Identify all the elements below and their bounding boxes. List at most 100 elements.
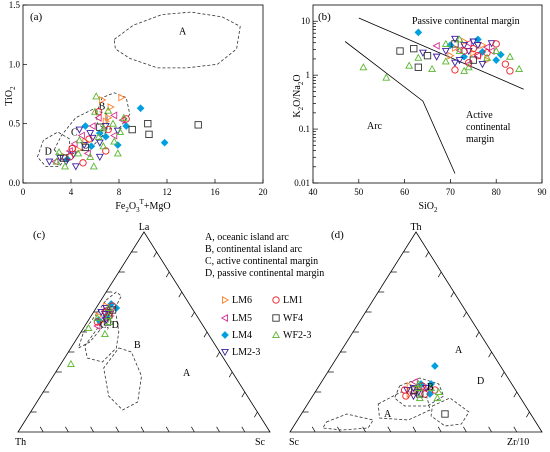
- panel-b-point-wf4: [451, 40, 459, 48]
- panel-b-xtick-label: 60: [400, 187, 410, 197]
- panel-b-point-lm1: [469, 45, 477, 53]
- panel-d-apex-right: Zr/10: [507, 437, 529, 448]
- panel-d-tick-right: [513, 391, 518, 398]
- panel-c-tick-bottom: [191, 426, 195, 433]
- field-legend-b: B, continental island arc: [205, 244, 303, 255]
- panel-b-frame: [312, 4, 543, 184]
- panel-b-point-wf4: [396, 47, 404, 55]
- field-a-label: A: [183, 368, 191, 379]
- panel-d-tick-bottom: [387, 426, 392, 433]
- panel-a-point-lm6: [105, 113, 113, 122]
- panel-d-point-wf2-3: [427, 383, 436, 392]
- panel-a-point-wf2-3: [74, 149, 83, 157]
- legend-label-lm4: LM4: [232, 330, 252, 341]
- panel-d-point-lm1: [402, 392, 410, 400]
- panel-c-label: (c): [33, 229, 46, 241]
- panel-a: (a) 0 4 8 12 16 20 0.0 0.5 1.0 1.5 A B C D TiO2 Fe2O…: [4, 0, 268, 214]
- panel-b-point-lm2-3: [478, 61, 487, 69]
- panel-c-tick-right: [216, 351, 220, 358]
- panel-b-point-lm4: [460, 52, 468, 61]
- panel-c-field-a: [103, 347, 142, 411]
- passive-margin-label: Passive continental margin: [412, 16, 520, 27]
- field-c-label: A: [455, 345, 463, 356]
- panel-a-point-wf2-3: [104, 106, 113, 114]
- panel-c-tick-bottom: [216, 426, 220, 433]
- panel-b-boundary-1: [358, 17, 524, 90]
- panel-a-point-wf2-3: [109, 119, 117, 127]
- panel-b-point-lm4: [414, 28, 423, 37]
- panel-b-point-lm2-3: [451, 35, 459, 44]
- panel-a-point-lm6: [102, 117, 110, 126]
- panel-a-point-lm1: [79, 159, 87, 167]
- panel-a-point-lm4: [81, 122, 90, 130]
- panel-a-ytick-label: 1.5: [9, 0, 21, 10]
- panel-b-point-lm5: [432, 41, 440, 50]
- panel-a-point-lm1: [85, 135, 93, 143]
- field-legend-d: D, passive continental margin: [205, 268, 324, 279]
- panel-b-point-wf2-3: [515, 64, 524, 73]
- panel-b-point-lm2-3: [432, 53, 441, 61]
- panel-b-point-wf4: [423, 51, 432, 60]
- panel-c-point-wf2-3: [106, 317, 114, 326]
- legend-label-wf4: WF4: [283, 313, 303, 324]
- panel-c-tick-bottom: [115, 426, 120, 433]
- panel-d-point-wf2-3: [414, 383, 423, 392]
- panel-a-point-wf4: [145, 130, 153, 138]
- panel-d-triangle: [289, 231, 543, 433]
- panel-d-tick-right: [526, 411, 530, 418]
- panel-c-point-lm5: [93, 322, 101, 330]
- panel-d: (d) Th Sc Zr/10 A B D A: [289, 222, 543, 448]
- panel-b: (b) 40 50 60 70 80 90 0.01 0.1 1 10 Passive conti…: [292, 4, 547, 214]
- panel-a-point-lm4: [113, 141, 122, 149]
- panel-b-point-lm5: [464, 39, 472, 48]
- panel-b-point-wf2-3: [505, 52, 514, 60]
- panel-c-apex-top: La: [139, 222, 150, 233]
- panel-b-point-lm1: [492, 40, 500, 48]
- panel-b-point-wf2-3: [441, 57, 450, 65]
- panel-b-point-wf2-3: [483, 53, 492, 61]
- panel-b-point-lm2-3: [473, 42, 482, 50]
- panel-a-point-wf2-3: [99, 142, 108, 150]
- panel-a-point-lm2-3: [71, 163, 80, 171]
- panel-c-apex-right: Sc: [255, 437, 266, 448]
- panel-a-point-wf2-3: [91, 107, 99, 115]
- panel-a-point-lm1: [68, 144, 76, 153]
- panel-c-tick-right: [228, 371, 233, 378]
- panel-b-point-wf2-3: [414, 53, 423, 61]
- panel-a-point-wf2-3: [52, 157, 61, 165]
- panel-b-point-lm5: [482, 43, 491, 52]
- panel-a-point-wf2-3: [75, 136, 84, 144]
- panel-c-point-wf2-3: [84, 323, 93, 332]
- panel-a-point-wf4: [128, 125, 136, 134]
- panel-a-point-lm1: [122, 115, 130, 123]
- panel-c-tick-bottom: [39, 426, 44, 433]
- panel-c-point-wf2-3: [104, 303, 113, 312]
- legend-label-lm6: LM6: [232, 295, 252, 306]
- active-margin-label-1: Active: [466, 110, 493, 121]
- panel-a-xtick-label: 16: [211, 187, 221, 197]
- legend-marker-lm4: [221, 331, 229, 339]
- panel-d-point-lm2-3: [409, 392, 418, 401]
- panel-d-tick-right: [425, 251, 429, 258]
- panel-c-point-lm2-3: [100, 310, 109, 319]
- panel-a-ytick-label: 1.0: [9, 59, 21, 69]
- panel-d-field-d: [430, 397, 470, 427]
- panel-d-tick-bottom: [362, 426, 366, 433]
- field-b-label: B: [134, 340, 141, 351]
- panel-b-boundary-2: [344, 41, 456, 174]
- panel-b-point-lm2-3: [469, 38, 478, 46]
- panel-a-field-label-a: A: [179, 27, 187, 38]
- panel-d-tick-bottom: [437, 426, 442, 433]
- panel-a-field-label-c: C: [71, 128, 78, 139]
- panel-a-point-lm4: [87, 142, 96, 151]
- panel-d-point-lm5: [410, 378, 418, 386]
- panel-a-field-a: [113, 11, 241, 69]
- panel-a-point-wf2-3: [86, 152, 95, 160]
- panel-a-xtick-label: 8: [117, 187, 122, 197]
- panel-d-point-wf2-3: [415, 393, 424, 402]
- panel-c-tick-bottom: [140, 426, 145, 433]
- field-d-label: D: [477, 376, 484, 387]
- panel-d-tick-bottom: [463, 426, 467, 433]
- panel-a-point-lm6: [118, 93, 126, 102]
- legend-label-lm1: LM1: [283, 295, 303, 306]
